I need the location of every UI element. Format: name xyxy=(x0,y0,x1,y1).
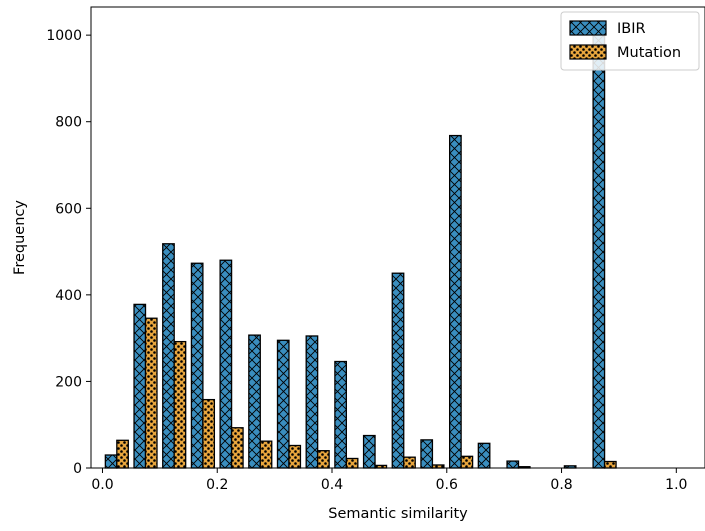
y-tick-label: 1000 xyxy=(46,28,82,44)
histogram-bar-mutation xyxy=(460,455,474,469)
y-axis-label: Frequency xyxy=(12,200,28,275)
bars-layer xyxy=(104,27,617,469)
histogram-bar-mutation xyxy=(317,450,330,469)
x-tick-label: 0.2 xyxy=(206,477,228,493)
axes-layer: 0.0 0.2 0.4 0.6 0.8 1.0 0 200 400 600 800 1000 Seman… xyxy=(12,6,705,522)
histogram-bar-mutation xyxy=(259,440,273,469)
histogram-bar-mutation xyxy=(603,460,617,469)
histogram-bar-ibir xyxy=(305,335,319,469)
histogram-bar-mutation xyxy=(345,457,359,469)
histogram-bar-ibir xyxy=(592,27,606,469)
histogram-bar-ibir xyxy=(334,360,348,469)
histogram-bar-ibir xyxy=(248,334,261,469)
y-tick-label: 600 xyxy=(55,201,82,217)
y-tick-label: 200 xyxy=(55,374,82,390)
histogram-bar-mutation xyxy=(173,340,187,469)
histogram-bar-ibir xyxy=(276,339,290,469)
histogram-bar-ibir xyxy=(391,272,405,469)
legend: IBIR Mutation xyxy=(560,11,700,71)
histogram-bar-ibir xyxy=(506,460,520,469)
histogram-bar-mutation xyxy=(144,317,158,469)
histogram-bar-ibir xyxy=(162,243,175,469)
plot-frame xyxy=(90,6,705,469)
histogram-bar-ibir xyxy=(477,442,491,469)
histogram-bar-mutation xyxy=(202,398,216,469)
y-tick-label: 800 xyxy=(55,115,82,131)
legend-swatch-mutation xyxy=(569,44,607,60)
legend-label-mutation: Mutation xyxy=(617,45,681,61)
histogram-bar-ibir xyxy=(219,259,233,469)
histogram-bar-mutation xyxy=(403,456,416,469)
y-tick-label: 0 xyxy=(73,461,82,477)
histogram-bar-mutation xyxy=(230,427,244,469)
histogram-bar-ibir xyxy=(190,262,204,469)
x-tick-label: 0.8 xyxy=(550,477,572,493)
x-axis-label: Semantic similarity xyxy=(328,506,468,522)
x-tick-label: 0.4 xyxy=(321,477,343,493)
histogram-bar-ibir xyxy=(448,134,462,469)
histogram-bar-ibir xyxy=(104,454,118,469)
x-tick-label: 0.6 xyxy=(436,477,458,493)
histogram-bar-ibir xyxy=(133,303,147,469)
y-tick-label: 400 xyxy=(55,288,82,304)
x-tick-label: 0.0 xyxy=(91,477,113,493)
histogram-bar-mutation xyxy=(116,439,129,469)
legend-swatch-ibir xyxy=(569,20,607,36)
histogram-bar-ibir xyxy=(362,434,376,469)
x-tick-label: 1.0 xyxy=(665,477,687,493)
histogram-bar-ibir xyxy=(420,439,434,469)
histogram-bar-mutation xyxy=(288,444,302,469)
legend-label-ibir: IBIR xyxy=(617,21,646,37)
